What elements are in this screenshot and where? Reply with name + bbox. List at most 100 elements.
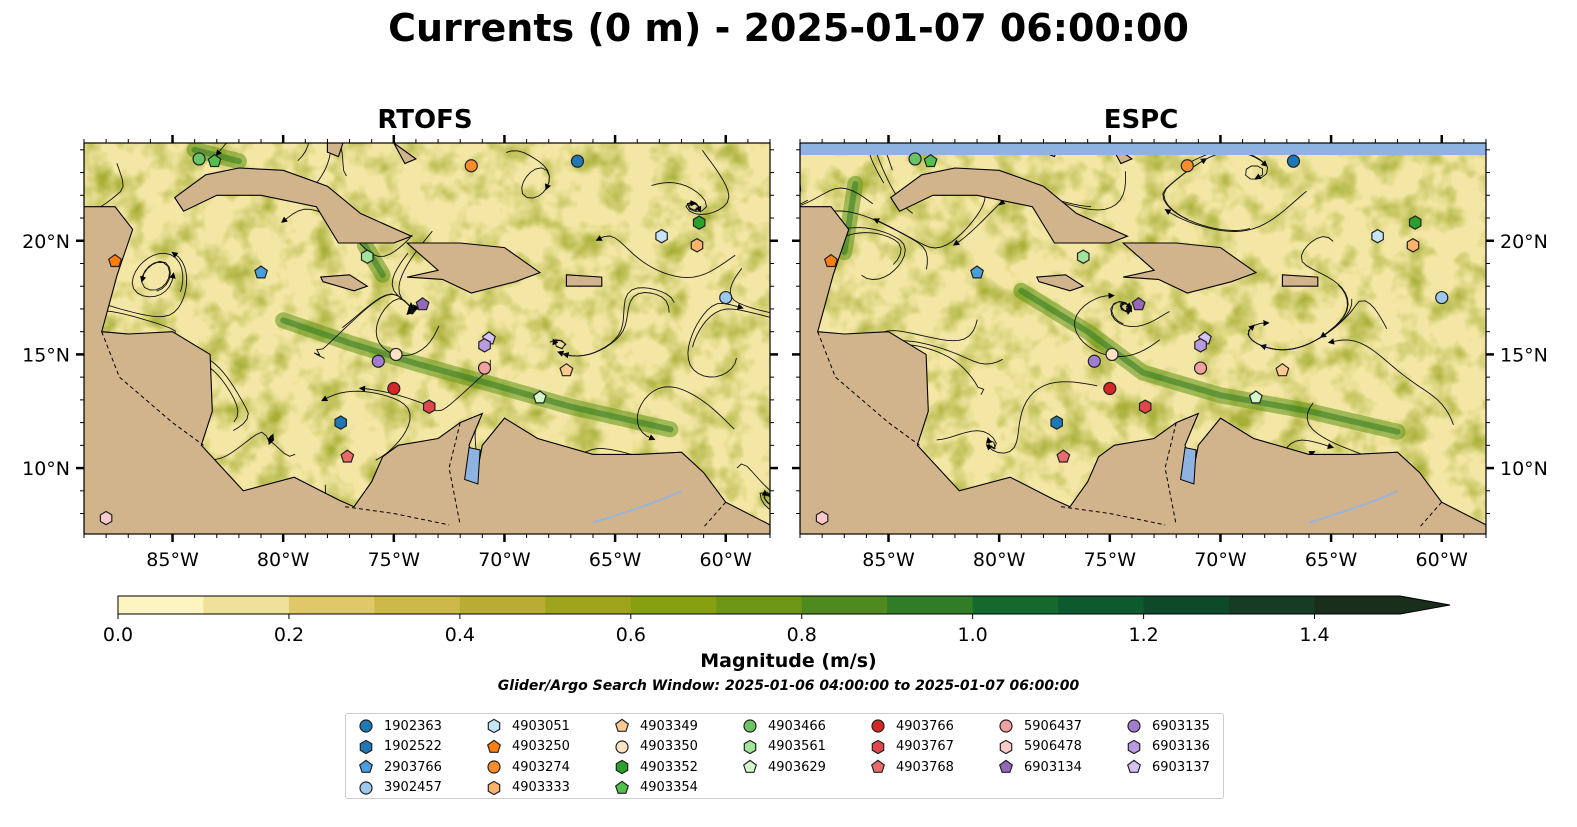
legend-item-6903135: 6903135 bbox=[1126, 716, 1210, 736]
float-marker-5906437 bbox=[1193, 361, 1208, 375]
float-marker-4903466 bbox=[908, 152, 922, 166]
legend-item-4903333: 4903333 bbox=[486, 778, 570, 798]
legend-item-5906437: 5906437 bbox=[998, 716, 1082, 736]
colorbar-segment bbox=[374, 596, 461, 614]
map-panel-espc: 85°W 80°W 75°W 70°W 65°W 60°W 20°N 15°N 10°N bbox=[792, 135, 1548, 571]
country-border bbox=[1061, 506, 1166, 526]
legend-marker bbox=[871, 719, 885, 733]
land bbox=[84, 143, 770, 534]
country-border bbox=[817, 331, 920, 446]
float-marker-4903768 bbox=[1056, 449, 1071, 463]
colorbar-tick-label: 0.8 bbox=[787, 624, 817, 646]
x-tick-label: 80°W bbox=[257, 549, 310, 571]
river bbox=[1308, 489, 1398, 524]
float-marker-6903136 bbox=[478, 338, 491, 353]
float-marker-4903629 bbox=[1248, 390, 1263, 404]
float-marker-4903354 bbox=[923, 153, 938, 168]
map-frame bbox=[799, 142, 1487, 535]
legend-item-4903629: 4903629 bbox=[742, 757, 826, 777]
legend-marker bbox=[999, 739, 1013, 754]
country-border bbox=[101, 331, 204, 446]
legend-item-4903766: 4903766 bbox=[870, 716, 954, 736]
legend-marker bbox=[871, 739, 885, 754]
legend-item-3902457: 3902457 bbox=[358, 778, 442, 798]
legend-label: 6903136 bbox=[1152, 739, 1210, 754]
legend-item-6903134: 6903134 bbox=[998, 757, 1082, 777]
legend-marker bbox=[359, 719, 373, 733]
figure-title: Currents (0 m) - 2025-01-07 06:00:00 bbox=[388, 6, 1189, 50]
legend-label: 2903766 bbox=[384, 759, 442, 775]
colorbar-segment bbox=[203, 596, 290, 614]
hexagon-marker-icon bbox=[487, 718, 501, 734]
strong-current-core bbox=[841, 180, 859, 256]
float-marker-4903051 bbox=[655, 228, 668, 244]
hexagon-marker-icon bbox=[487, 780, 501, 795]
map-frame bbox=[83, 142, 771, 535]
float-markers bbox=[815, 152, 1449, 526]
legend-marker bbox=[487, 760, 501, 774]
pentagon-marker-icon bbox=[358, 759, 374, 773]
hexagon-marker-icon bbox=[743, 739, 757, 754]
float-marker-4903274 bbox=[464, 159, 478, 173]
legend-item-6903136: 6903136 bbox=[1126, 737, 1210, 757]
float-marker-6903134 bbox=[415, 297, 430, 311]
float-marker-6903135 bbox=[1087, 354, 1101, 368]
float-marker-4903349 bbox=[559, 362, 574, 377]
colorbar-segment bbox=[1314, 596, 1401, 614]
colorbar-segment bbox=[630, 596, 717, 614]
search-window-text: Glider/Argo Search Window: 2025-01-06 04… bbox=[497, 678, 1080, 694]
x-tick-label: 70°W bbox=[478, 549, 531, 571]
legend-label: 4903051 bbox=[512, 718, 570, 734]
float-marker-5906478 bbox=[99, 510, 113, 526]
colorbar-segment bbox=[288, 596, 375, 614]
circle-marker-icon bbox=[487, 760, 501, 774]
x-tick-label: 85°W bbox=[862, 549, 915, 571]
panel-title-espc: ESPC bbox=[1103, 105, 1179, 135]
legend-marker bbox=[614, 718, 630, 732]
legend-item-6903137: 6903137 bbox=[1126, 757, 1210, 777]
pentagon-marker-icon bbox=[870, 759, 886, 773]
colorbar-tick-label: 0.6 bbox=[616, 624, 646, 646]
float-marker-1902363 bbox=[570, 154, 585, 168]
legend-marker bbox=[1127, 719, 1141, 733]
legend-item-4903352: 4903352 bbox=[614, 757, 698, 777]
colorbar-segment bbox=[801, 596, 888, 614]
country-border bbox=[345, 506, 450, 526]
country-border bbox=[1164, 422, 1177, 525]
legend-item-4903768: 4903768 bbox=[870, 757, 954, 777]
x-tick-label: 70°W bbox=[1194, 549, 1247, 571]
hexagon-marker-icon bbox=[359, 739, 373, 754]
float-marker-5906437 bbox=[477, 361, 492, 375]
float-marker-4903766 bbox=[1103, 381, 1117, 396]
legend-label: 4903466 bbox=[768, 718, 826, 734]
legend-marker bbox=[359, 739, 373, 754]
circle-marker-icon bbox=[359, 780, 373, 795]
country-border bbox=[448, 422, 461, 525]
legend-marker bbox=[743, 719, 757, 733]
legend-marker bbox=[358, 759, 374, 773]
colorbar-tick-label: 0.4 bbox=[445, 624, 475, 646]
colorbar-extend-arrow bbox=[1400, 596, 1450, 614]
float-marker-4903349 bbox=[1275, 362, 1290, 377]
legend-item-4903767: 4903767 bbox=[870, 737, 954, 757]
panel-title-rtofs: RTOFS bbox=[377, 105, 473, 135]
colorbar-segment bbox=[118, 596, 204, 614]
float-marker-4903352 bbox=[692, 215, 706, 230]
legend-label: 5906478 bbox=[1024, 739, 1082, 754]
colorbar-segment bbox=[459, 596, 546, 614]
legend-label: 6903137 bbox=[1152, 759, 1210, 775]
legend-marker bbox=[999, 719, 1013, 733]
float-marker-4903333 bbox=[1406, 238, 1420, 253]
x-tick-label: 60°W bbox=[1416, 549, 1469, 571]
x-tick-label: 80°W bbox=[973, 549, 1026, 571]
colorbar-tick-label: 0.2 bbox=[274, 624, 304, 646]
x-tick-label: 75°W bbox=[368, 549, 421, 571]
legend-marker bbox=[743, 739, 757, 754]
lake bbox=[1180, 447, 1197, 485]
float-marker-4903767 bbox=[1138, 399, 1152, 414]
circle-marker-icon bbox=[359, 719, 373, 733]
x-tick-label: 85°W bbox=[146, 549, 199, 571]
legend-marker bbox=[1126, 759, 1142, 773]
float-marker-4903350 bbox=[389, 347, 403, 362]
